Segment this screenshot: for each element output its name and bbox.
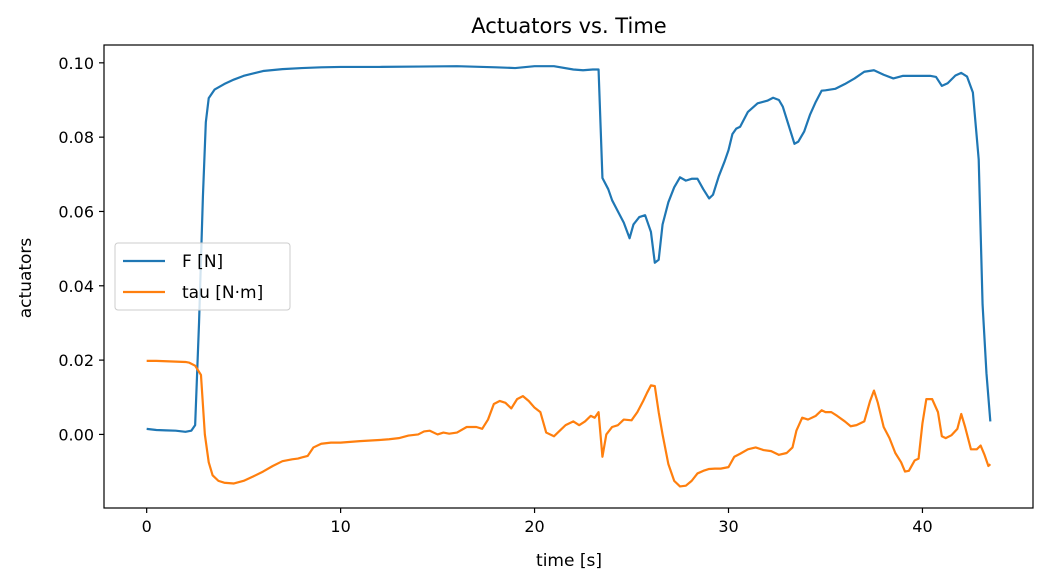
- series-lines: [146, 65, 992, 488]
- x-tick-label: 40: [912, 517, 932, 536]
- legend: F [N] tau [N·m]: [114, 242, 291, 311]
- x-tick-label: 10: [330, 517, 350, 536]
- legend-label-tau: tau [N·m]: [182, 283, 263, 303]
- y-axis-ticks: 0.00 0.02 0.04 0.06 0.08 0.10: [58, 54, 104, 444]
- x-axis-ticks: 0 10 20 30 40: [142, 508, 933, 536]
- y-tick-label: 0.10: [58, 54, 94, 73]
- plot-area-frame: [103, 44, 1034, 509]
- y-axis-label: actuators: [16, 238, 36, 319]
- y-tick-label: 0.02: [58, 351, 94, 370]
- series-line-tau: [146, 359, 992, 488]
- legend-label-f: F [N]: [182, 252, 223, 272]
- y-tick-label: 0.04: [58, 277, 94, 296]
- x-tick-label: 30: [718, 517, 738, 536]
- legend-box: [114, 242, 291, 311]
- series-line-f: [146, 65, 992, 433]
- x-tick-label: 0: [142, 517, 152, 536]
- x-tick-label: 20: [524, 517, 544, 536]
- y-tick-label: 0.08: [58, 128, 94, 147]
- y-tick-label: 0.06: [58, 202, 94, 221]
- x-axis-label: time [s]: [536, 551, 602, 571]
- y-tick-label: 0.00: [58, 425, 94, 444]
- chart-title: Actuators vs. Time: [471, 14, 666, 38]
